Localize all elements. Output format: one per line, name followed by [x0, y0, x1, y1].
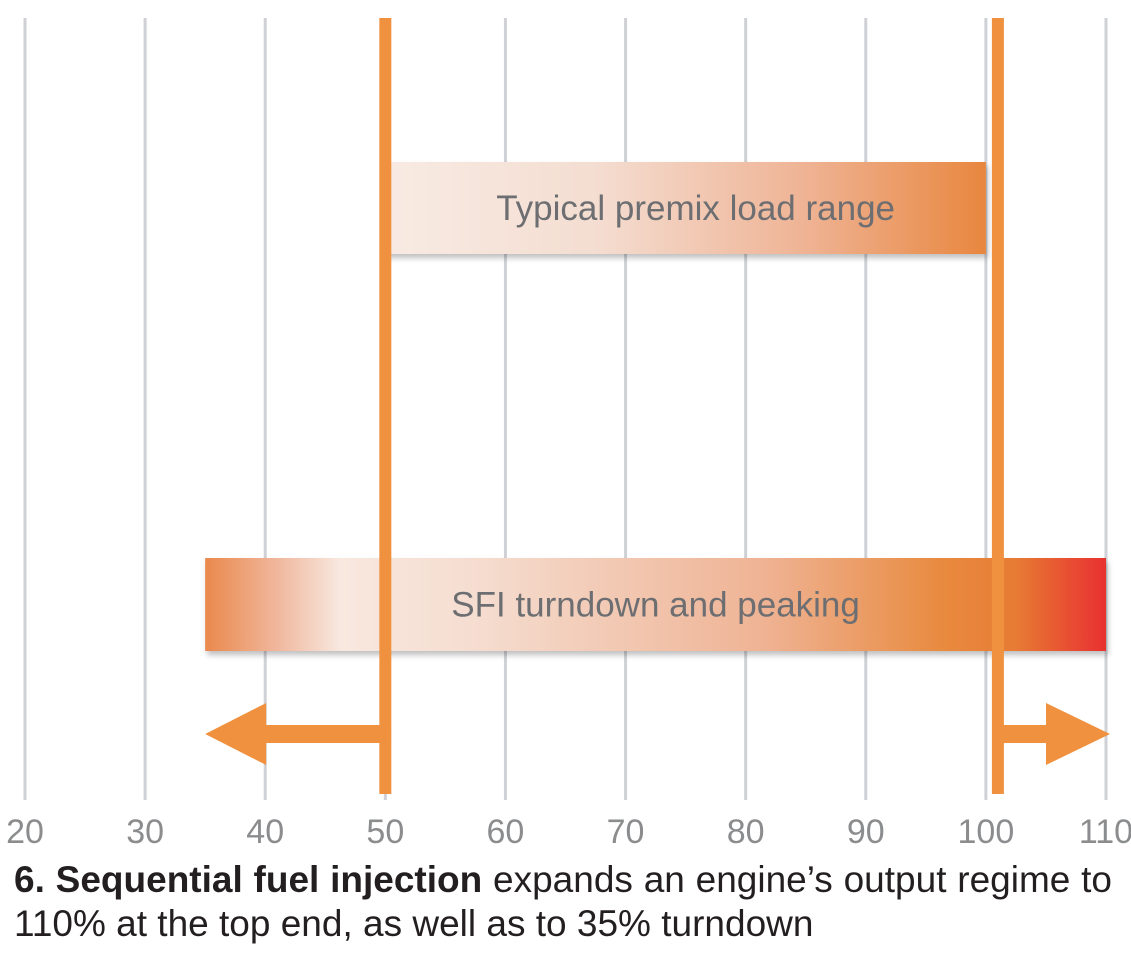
- caption-number: 6.: [14, 859, 45, 900]
- marker-line-50: [379, 18, 392, 794]
- caption-bold: Sequential fuel injection: [55, 859, 483, 900]
- grid-lines: [23, 18, 1108, 800]
- markers: [205, 18, 1110, 794]
- tick-label-110: 110: [1079, 813, 1131, 851]
- bar-sfi-turndown-and-peaking: [205, 558, 1106, 651]
- tick-label-40: 40: [246, 813, 284, 851]
- bar-label-sfi-turndown-and-peaking: SFI turndown and peaking: [451, 586, 860, 625]
- arrow-right: [997, 703, 1110, 765]
- marker-line-101: [991, 18, 1004, 794]
- tick-label-70: 70: [607, 813, 645, 851]
- chart: Typical premix load range SFI turndown an…: [6, 18, 1131, 851]
- caption-text: expands an engine’s output regime to 110…: [14, 859, 1113, 944]
- bar-label-typical-premix-load-range: Typical premix load range: [496, 189, 895, 228]
- tick-label-100: 100: [958, 813, 1015, 851]
- bar-typical-premix-load-range: [385, 162, 986, 254]
- x-axis-ticks: 20 30 40 50 60 70 80 90 100 110: [6, 813, 1131, 851]
- tick-label-80: 80: [727, 813, 765, 851]
- tick-label-50: 50: [366, 813, 404, 851]
- figure-caption: 6. Sequential fuel injection expands an …: [14, 858, 1112, 946]
- bars: Typical premix load range SFI turndown an…: [205, 162, 1106, 651]
- arrow-left: [205, 703, 386, 765]
- tick-label-30: 30: [126, 813, 164, 851]
- tick-label-90: 90: [847, 813, 885, 851]
- tick-label-20: 20: [6, 813, 44, 851]
- tick-label-60: 60: [487, 813, 525, 851]
